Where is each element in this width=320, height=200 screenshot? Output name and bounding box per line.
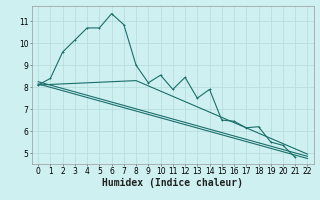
X-axis label: Humidex (Indice chaleur): Humidex (Indice chaleur) xyxy=(102,178,243,188)
